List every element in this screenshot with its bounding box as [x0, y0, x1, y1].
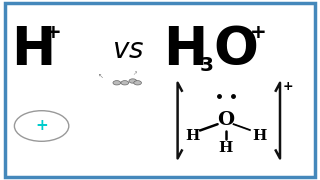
Text: +: + [283, 80, 293, 93]
Circle shape [134, 81, 141, 85]
Circle shape [121, 81, 129, 85]
Text: ↗: ↗ [132, 71, 137, 76]
Circle shape [113, 81, 121, 85]
Text: $\mathdefault{+}$: $\mathdefault{+}$ [44, 23, 61, 42]
Circle shape [14, 111, 69, 141]
Text: $\mathdefault{O}$: $\mathdefault{O}$ [213, 24, 257, 76]
Text: $\mathdefault{H}$: $\mathdefault{H}$ [11, 24, 53, 76]
Text: H: H [219, 141, 233, 156]
Text: +: + [35, 118, 48, 134]
Text: O: O [217, 111, 234, 129]
Circle shape [129, 79, 137, 83]
Text: H: H [185, 129, 199, 143]
Text: $\mathdefault{+}$: $\mathdefault{+}$ [249, 23, 266, 42]
Text: $\it{vs}$: $\it{vs}$ [112, 36, 144, 64]
Text: $\mathdefault{H}$: $\mathdefault{H}$ [163, 24, 205, 76]
Text: $\mathdefault{3}$: $\mathdefault{3}$ [199, 56, 213, 75]
Text: ↖: ↖ [98, 73, 104, 79]
Text: H: H [252, 129, 266, 143]
